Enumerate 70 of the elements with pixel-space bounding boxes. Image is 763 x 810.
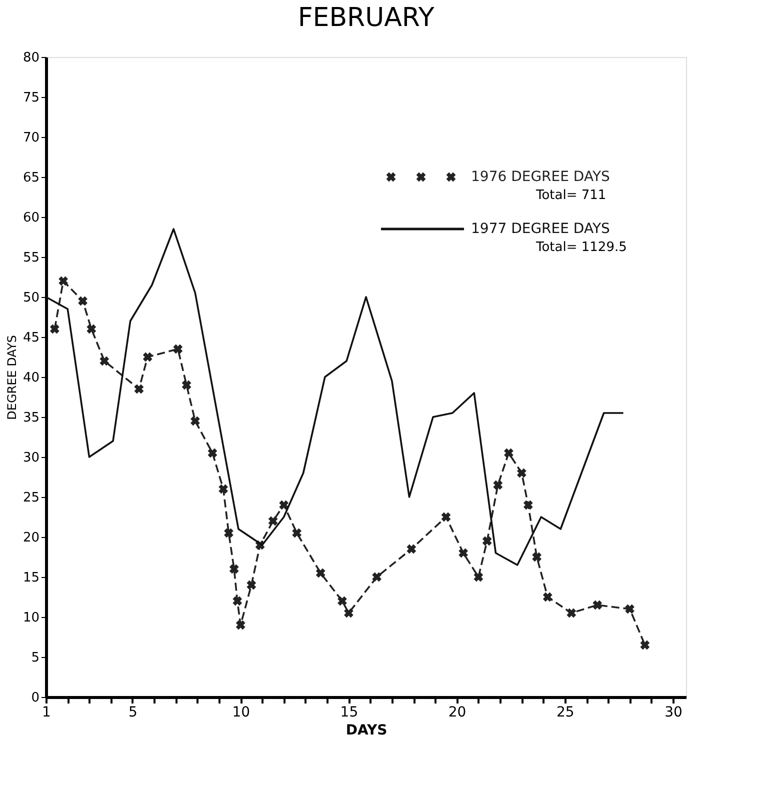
y-tick-label: 70	[22, 130, 40, 146]
point	[406, 544, 416, 554]
chart-title: FEBRUARY	[298, 3, 434, 33]
point	[100, 356, 110, 366]
point	[218, 484, 228, 494]
x-tick-label: 10	[232, 704, 250, 720]
point	[566, 608, 576, 618]
point	[208, 448, 218, 458]
annotation: Total= 1129.5	[535, 240, 627, 255]
point	[134, 384, 144, 394]
y-tick-label: 5	[31, 650, 40, 666]
y-tick-label: 25	[22, 490, 40, 506]
point	[279, 500, 289, 510]
point	[246, 580, 256, 590]
point	[344, 608, 354, 618]
x-tick-label: 5	[128, 704, 138, 720]
text: 1977 DEGREE DAYS	[471, 221, 610, 237]
y-tick-label: 75	[22, 90, 40, 106]
y-tick-label: 20	[22, 530, 40, 546]
y-tick-label: 30	[22, 450, 40, 466]
point	[316, 568, 326, 578]
point	[458, 548, 468, 558]
point	[190, 416, 200, 426]
y-tick-label: 60	[22, 210, 40, 226]
point	[338, 596, 347, 606]
point	[532, 552, 542, 562]
point	[474, 572, 484, 582]
point	[640, 640, 650, 650]
point	[268, 516, 278, 526]
y-tick-label: 55	[22, 250, 40, 266]
point	[372, 572, 382, 582]
y-tick-label: 50	[22, 290, 40, 306]
point	[292, 528, 302, 538]
annotation: Total= 711	[535, 188, 606, 203]
x-axis-title: DAYS	[346, 722, 388, 738]
y-tick-label: 10	[22, 610, 40, 626]
x-tick-label: 25	[556, 704, 574, 720]
y-tick-label: 35	[22, 410, 40, 426]
x-tick-label: 20	[448, 704, 466, 720]
point	[58, 276, 68, 286]
point	[592, 600, 602, 610]
point	[516, 468, 526, 478]
point	[182, 380, 192, 390]
point	[542, 592, 552, 602]
x-tick-label: 1	[42, 704, 51, 720]
point	[173, 344, 183, 354]
point	[78, 296, 88, 306]
x-tick-label: 15	[340, 704, 358, 720]
point	[493, 480, 503, 490]
point	[229, 564, 239, 574]
point	[232, 596, 242, 606]
point	[523, 500, 533, 510]
y-tick-label: 65	[22, 170, 40, 186]
legend-label: 1976 DEGREE DAYS	[471, 169, 610, 185]
point	[482, 536, 492, 546]
y-axis-title: DEGREE DAYS	[4, 335, 19, 420]
point	[625, 604, 634, 614]
point	[50, 324, 60, 334]
point	[236, 620, 246, 630]
y-tick-label: 40	[22, 370, 40, 386]
point	[504, 448, 514, 458]
y-tick-label: 15	[22, 570, 40, 586]
point	[224, 528, 234, 538]
x-tick-label: 30	[664, 704, 682, 720]
point	[142, 352, 152, 362]
y-tick-label: 45	[22, 330, 40, 346]
point	[441, 512, 451, 522]
point	[86, 324, 96, 334]
y-tick-label: 80	[22, 50, 40, 66]
y-tick-label: 0	[31, 690, 40, 706]
